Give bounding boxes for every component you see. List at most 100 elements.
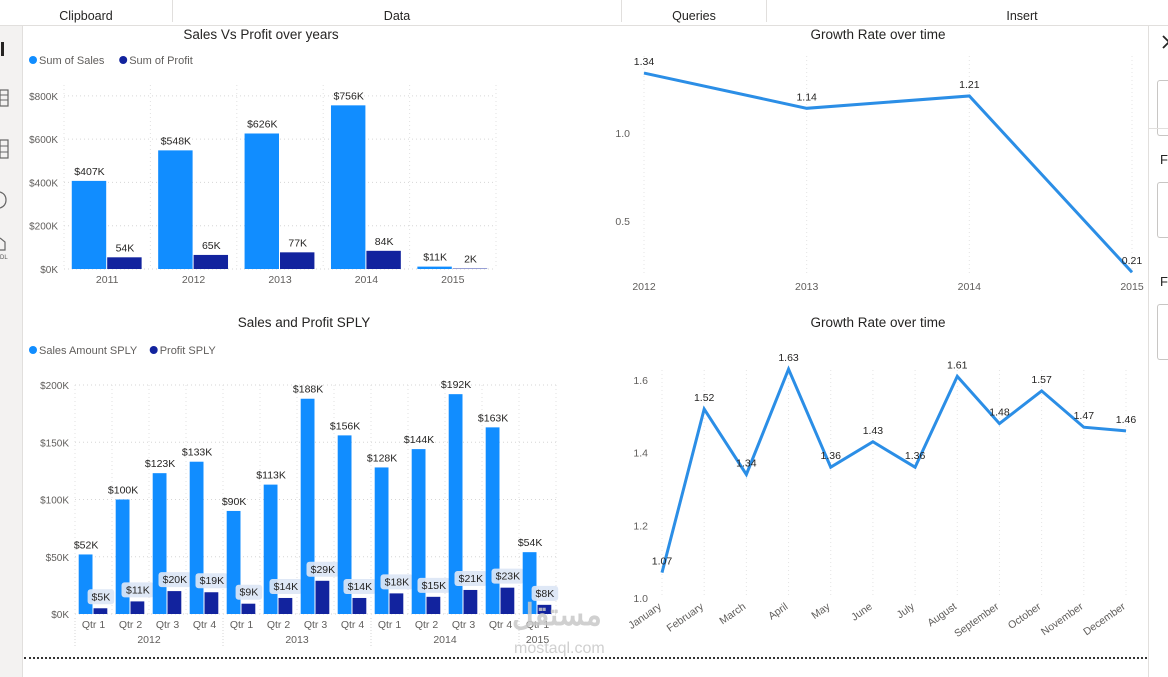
profit-bar — [93, 608, 108, 614]
sales-bar — [411, 449, 426, 614]
data-label: 0.21 — [1122, 255, 1143, 267]
y-tick-label: $150K — [40, 438, 69, 449]
filter-card[interactable] — [1157, 182, 1168, 238]
series-line — [643, 71, 1134, 274]
data-label: $133K — [182, 447, 212, 459]
x-tick-label: February — [665, 600, 707, 634]
data-label: $113K — [256, 470, 286, 482]
view-switcher: DL — [0, 26, 23, 677]
x-tick-label: Qtr 1 — [82, 619, 105, 631]
x-tick-label: May — [809, 600, 833, 622]
y-tick-label: 1.0 — [615, 128, 630, 140]
x-tick-label: November — [1039, 600, 1086, 638]
x-tick-label: April — [766, 601, 790, 623]
profit-bar — [426, 596, 441, 614]
y-tick-label: $200K — [29, 222, 58, 233]
growth-rate-monthly-chart[interactable]: Growth Rate over time1.01.21.41.61.07Jan… — [604, 314, 1144, 654]
data-label: $14K — [274, 581, 299, 593]
ribbon-group-data[interactable]: Data — [383, 9, 411, 23]
data-label: $128K — [367, 452, 397, 464]
data-label: $90K — [222, 496, 247, 508]
filter-card[interactable] — [1157, 80, 1168, 136]
data-label-background — [306, 561, 340, 577]
x-tick-label: Qtr 1 — [378, 619, 401, 631]
data-label-background — [454, 570, 488, 586]
view-icons: DL — [0, 42, 9, 261]
watermark-latin: mostaql.com — [514, 640, 605, 657]
series-line — [660, 365, 1127, 573]
data-label-background — [491, 568, 525, 584]
legend-marker — [119, 56, 128, 64]
data-label: $52K — [74, 539, 99, 551]
profit-bar — [241, 603, 256, 614]
data-label-background — [158, 572, 192, 588]
x-tick-label: 2012 — [632, 281, 656, 293]
x-tick-label: 2013 — [795, 281, 819, 293]
data-label: $144K — [404, 434, 434, 446]
sales-profit-sply-chart[interactable]: Sales and Profit SPLY Sales Amount SPLY Pr… — [24, 314, 584, 654]
data-label: $756K — [334, 90, 364, 102]
dax-query-icon[interactable] — [0, 191, 7, 209]
sales-bar — [417, 266, 452, 269]
sales-bar — [158, 150, 193, 269]
data-label: $23K — [496, 571, 521, 583]
profit-bar — [463, 589, 478, 614]
ribbon-separator — [172, 0, 173, 22]
sales-bar — [152, 473, 167, 614]
profit-bar — [130, 601, 145, 614]
profit-bar — [278, 597, 293, 614]
x-tick-label: Qtr 2 — [119, 619, 142, 631]
y-tick-label: 1.0 — [633, 593, 648, 605]
svg-text:DL: DL — [0, 255, 8, 261]
ribbon-separator — [766, 0, 767, 22]
ribbon-group-queries[interactable]: Queries — [672, 9, 716, 23]
growth-rate-yearly-chart[interactable]: Growth Rate over time 0.5 1.0 1.34 2012 1.14 2… — [604, 26, 1144, 311]
sales-vs-profit-chart[interactable]: Sales Vs Profit over years Sum of Sales Su… — [24, 26, 584, 311]
data-label: $156K — [330, 420, 360, 432]
legend-marker — [29, 56, 37, 64]
ribbon-group-insert[interactable]: Insert — [1006, 9, 1038, 23]
data-label-background — [195, 573, 229, 589]
x-tick-label: July — [895, 600, 918, 621]
filters-label: Fi — [1160, 274, 1168, 289]
dax-view-icon[interactable]: DL — [0, 237, 8, 261]
group-label: 2015 — [526, 634, 550, 646]
data-label: 1.21 — [959, 79, 980, 91]
profit-bar — [352, 597, 367, 614]
sales-bar — [71, 180, 107, 269]
x-tick-label: Qtr 2 — [415, 619, 438, 631]
data-label: $54K — [518, 537, 543, 549]
data-label: 1.43 — [863, 425, 884, 437]
data-label: $21K — [459, 573, 484, 585]
ribbon-group-clipboard[interactable]: Clipboard — [59, 9, 113, 23]
y-tick-label: 1.6 — [633, 375, 648, 387]
data-label: 1.47 — [1074, 410, 1095, 422]
x-tick-label: Qtr 3 — [156, 619, 179, 631]
canvas-bottom-border — [24, 657, 1147, 659]
table-view-icon[interactable] — [0, 89, 9, 107]
data-label-background — [269, 578, 303, 594]
y-tick-label: 0.5 — [615, 216, 630, 228]
pane-chevron-icon[interactable] — [1161, 34, 1168, 54]
filters-pane: Fi Fi — [1148, 26, 1168, 677]
data-label: 1.34 — [736, 457, 757, 469]
x-tick-label: 2014 — [355, 274, 379, 286]
filter-card[interactable] — [1157, 304, 1168, 360]
model-view-icon[interactable] — [0, 139, 9, 159]
report-view-icon[interactable] — [1, 42, 4, 56]
x-tick-label: Qtr 2 — [267, 619, 290, 631]
profit-bar — [389, 593, 404, 614]
y-tick-label: 1.4 — [633, 448, 648, 460]
x-tick-label: Qtr 1 — [230, 619, 253, 631]
data-label: $11K — [423, 252, 447, 264]
sales-bar — [189, 461, 204, 614]
x-tick-label: 2012 — [182, 274, 206, 286]
watermark-arabic: مستقل — [512, 599, 602, 632]
y-tick-label: $100K — [40, 496, 69, 507]
data-label: $20K — [163, 574, 188, 586]
data-label: 1.57 — [1031, 374, 1052, 386]
y-tick-label: $0K — [51, 610, 69, 621]
chart-title: Sales Vs Profit over years — [183, 27, 339, 42]
profit-bar — [537, 604, 552, 614]
x-tick-label: August — [925, 601, 959, 630]
